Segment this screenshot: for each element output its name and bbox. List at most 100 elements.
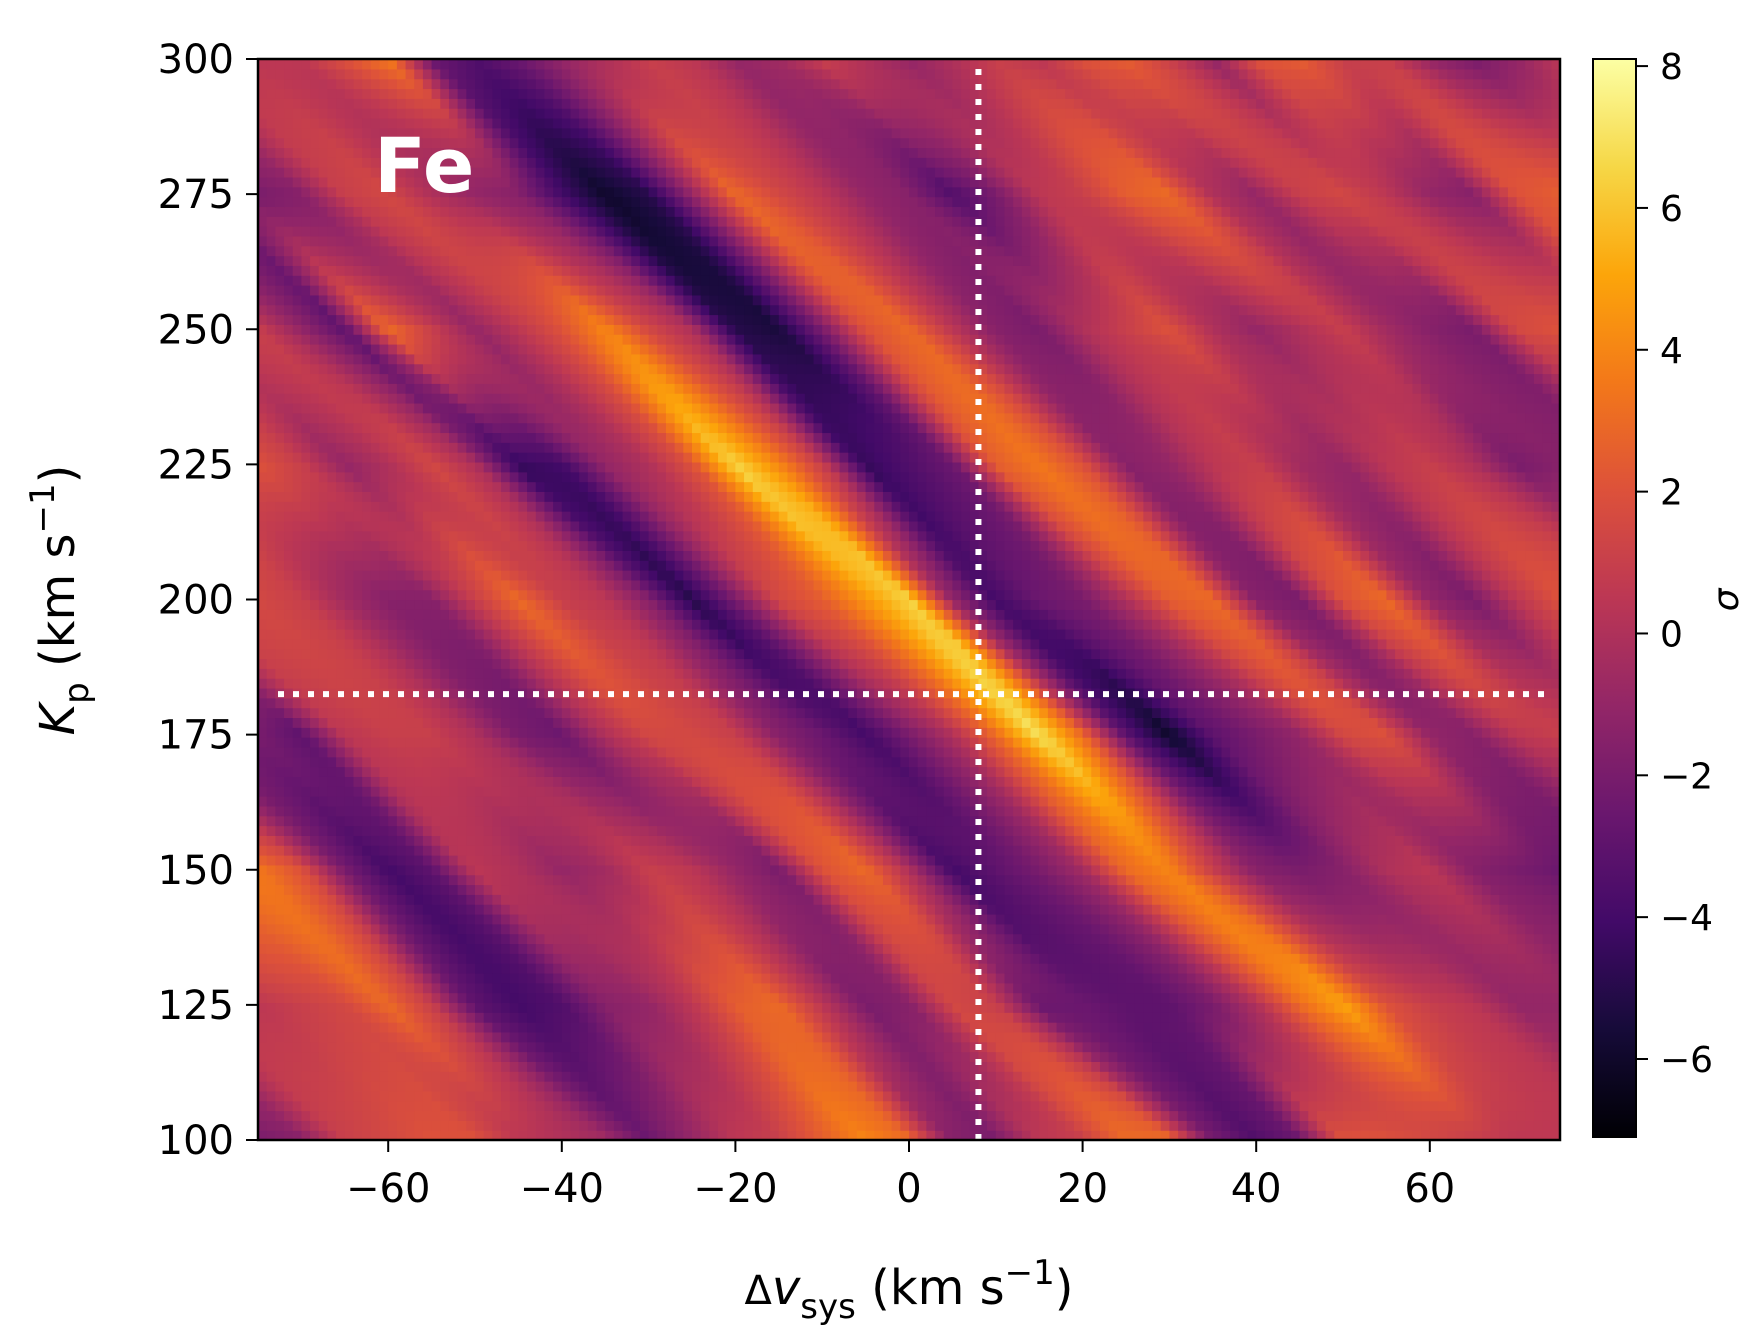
heatmap-cell xyxy=(362,923,372,935)
heatmap-cell xyxy=(1160,1022,1170,1033)
heatmap-cell xyxy=(926,1071,936,1082)
heatmap-cell xyxy=(1056,1022,1066,1033)
heatmap-cell xyxy=(1369,845,1379,856)
heatmap-cell xyxy=(605,874,615,886)
heatmap-cell xyxy=(379,1051,389,1062)
heatmap-cell xyxy=(1525,1031,1535,1043)
heatmap-cell xyxy=(336,874,346,886)
heatmap-cell xyxy=(1481,1012,1492,1023)
heatmap-cell xyxy=(1082,972,1092,984)
heatmap-cell xyxy=(709,933,719,945)
heatmap-cell xyxy=(1481,1071,1492,1082)
heatmap-cell xyxy=(1386,874,1396,886)
heatmap-cell xyxy=(466,1061,476,1072)
heatmap-cell xyxy=(1481,855,1492,866)
heatmap-cell xyxy=(1004,1002,1014,1013)
heatmap-cell xyxy=(1412,874,1422,886)
heatmap-cell xyxy=(865,1012,875,1023)
heatmap-cell xyxy=(631,1071,641,1082)
heatmap-cell xyxy=(891,884,901,895)
heatmap-cell xyxy=(1334,992,1344,1004)
heatmap-cell xyxy=(1551,953,1560,964)
heatmap-cell xyxy=(917,825,927,836)
heatmap-cell xyxy=(1204,835,1214,846)
heatmap-cell xyxy=(796,1090,806,1102)
heatmap-cell xyxy=(1551,982,1560,994)
heatmap-cell xyxy=(1204,972,1214,984)
heatmap-cell xyxy=(1299,855,1309,866)
heatmap-cell xyxy=(987,1071,997,1082)
heatmap-cell xyxy=(544,815,554,827)
heatmap-cell xyxy=(1160,894,1170,905)
heatmap-cell xyxy=(813,1061,823,1072)
heatmap-cell xyxy=(631,982,641,994)
heatmap-cell xyxy=(1221,825,1231,836)
heatmap-cell xyxy=(353,913,363,925)
heatmap-cell xyxy=(718,1031,728,1043)
heatmap-cell xyxy=(1212,992,1223,1004)
heatmap-cell xyxy=(744,894,754,905)
heatmap-cell xyxy=(778,874,789,886)
heatmap-cell xyxy=(874,1002,884,1013)
heatmap-cell xyxy=(943,864,953,876)
heatmap-cell xyxy=(1395,1061,1405,1072)
heatmap-cell xyxy=(909,943,919,954)
heatmap-cell xyxy=(327,933,337,945)
heatmap-cell xyxy=(561,992,572,1004)
heatmap-cell xyxy=(344,825,355,836)
heatmap-cell xyxy=(1316,943,1327,954)
heatmap-cell xyxy=(1047,943,1058,954)
heatmap-cell xyxy=(674,1012,684,1023)
heatmap-cell xyxy=(1290,933,1301,945)
heatmap-cell xyxy=(1186,1031,1197,1043)
heatmap-cell xyxy=(1195,1061,1205,1072)
heatmap-cell xyxy=(1343,933,1353,945)
heatmap-cell xyxy=(1047,884,1058,895)
heatmap-cell xyxy=(1013,845,1023,856)
heatmap-cell xyxy=(1325,1031,1335,1043)
heatmap-cell xyxy=(900,972,910,984)
heatmap-cell xyxy=(1412,1100,1422,1112)
heatmap-cell xyxy=(1178,1031,1188,1043)
heatmap-cell xyxy=(327,904,337,915)
heatmap-cell xyxy=(639,1090,650,1102)
heatmap-cell xyxy=(978,1100,988,1112)
heatmap-cell xyxy=(813,943,823,954)
heatmap-cell xyxy=(448,815,459,827)
heatmap-cell xyxy=(639,874,650,886)
heatmap-cell xyxy=(501,963,511,974)
heatmap-cell xyxy=(1429,1041,1440,1053)
heatmap-cell xyxy=(987,845,997,856)
heatmap-cell xyxy=(327,864,337,876)
heatmap-cell xyxy=(579,1031,589,1043)
heatmap-cell xyxy=(657,805,667,817)
heatmap-cell xyxy=(1056,874,1066,886)
heatmap-cell xyxy=(1351,943,1361,954)
heatmap-cell xyxy=(1421,933,1431,945)
heatmap-cell xyxy=(362,805,372,817)
heatmap-cell xyxy=(587,1031,598,1043)
heatmap-cell xyxy=(1490,982,1500,994)
heatmap-cell xyxy=(1438,1022,1448,1033)
heatmap-cell xyxy=(744,835,754,846)
heatmap-cell xyxy=(787,1081,797,1092)
heatmap-cell xyxy=(1273,884,1283,895)
heatmap-cell xyxy=(561,894,572,905)
heatmap-cell xyxy=(926,815,936,827)
heatmap-cell xyxy=(1065,913,1075,925)
heatmap-cell xyxy=(1490,1051,1500,1062)
heatmap-cell xyxy=(448,982,459,994)
heatmap-cell xyxy=(396,933,407,945)
heatmap-cell xyxy=(1013,992,1023,1004)
heatmap-cell xyxy=(813,982,823,994)
heatmap-cell xyxy=(1013,1130,1023,1140)
heatmap-cell xyxy=(1108,1081,1118,1092)
heatmap-cell xyxy=(466,855,476,866)
heatmap-cell xyxy=(1264,913,1275,925)
heatmap-cell xyxy=(596,933,606,945)
heatmap-cell xyxy=(631,963,641,974)
heatmap-cell xyxy=(882,1100,893,1112)
heatmap-cell xyxy=(275,1110,285,1121)
heatmap-cell xyxy=(804,1022,815,1033)
heatmap-cell xyxy=(935,1100,945,1112)
